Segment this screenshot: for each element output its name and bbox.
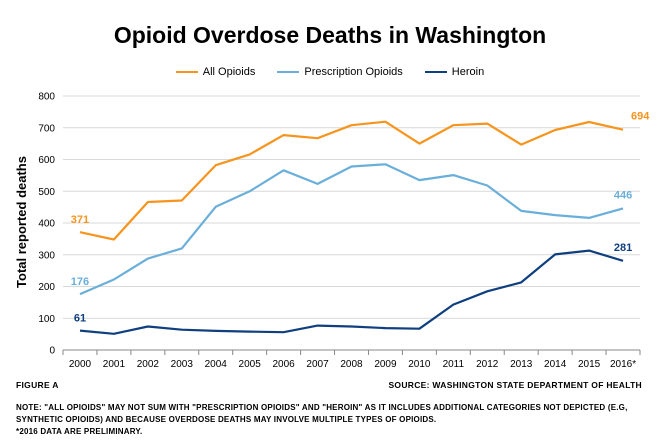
x-tick-label: 2003 <box>171 359 194 370</box>
x-tick-label: 2015 <box>578 359 601 370</box>
y-axis-label: Total reported deaths <box>14 156 29 288</box>
y-tick-label: 200 <box>38 282 55 293</box>
x-tick-label: 2001 <box>103 359 126 370</box>
legend-label-heroin: Heroin <box>451 66 485 78</box>
x-tick-label: 2000 <box>69 359 92 370</box>
legend-swatch-all-opioids <box>175 71 198 73</box>
legend: All Opioids Prescription Opioids Heroin <box>0 66 660 78</box>
x-tick-label: 2004 <box>205 359 228 370</box>
legend-item-heroin: Heroin <box>424 66 485 78</box>
y-tick-label: 100 <box>38 314 55 325</box>
legend-item-prescription-opioids: Prescription Opioids <box>277 66 403 78</box>
y-tick-label: 300 <box>38 250 55 261</box>
legend-swatch-prescription-opioids <box>277 71 300 73</box>
legend-label-all-opioids: All Opioids <box>202 66 256 78</box>
series-line-prescription-opioids <box>79 163 624 296</box>
y-tick-label: 500 <box>38 187 55 198</box>
x-tick-label: 2009 <box>374 359 397 370</box>
axes: 0 100 200 300 400 500 600 700 800 2000 2001 2002 200… <box>38 92 641 370</box>
y-tick-label: 0 <box>49 346 55 357</box>
end-value-label: 446 <box>614 189 632 201</box>
y-tick-label: 800 <box>38 92 55 103</box>
x-tick-label: 2005 <box>239 359 262 370</box>
x-tick-label: 2010 <box>408 359 431 370</box>
legend-item-all-opioids: All Opioids <box>175 66 256 78</box>
data-labels: 371 694 176 446 61 281 <box>71 111 650 325</box>
gridlines <box>63 95 640 319</box>
x-tick-label: 2014 <box>544 359 567 370</box>
start-value-label: 371 <box>71 214 89 226</box>
y-tick-label: 700 <box>38 123 55 134</box>
x-tick-label: 2016* <box>610 359 636 370</box>
legend-label-prescription-opioids: Prescription Opioids <box>304 66 403 78</box>
start-value-label: 176 <box>71 276 89 288</box>
source-note: Source: Washington State Department of H… <box>388 380 642 390</box>
x-tick-label: 2008 <box>340 359 363 370</box>
note-text: Note: "All Opioids" may not sum with "Pr… <box>16 403 628 424</box>
legend-swatch-heroin <box>424 71 447 73</box>
start-value-label: 61 <box>74 313 86 325</box>
y-tick-label: 600 <box>38 155 55 166</box>
x-tick-label: 2006 <box>272 359 295 370</box>
x-tick-label: 2002 <box>137 359 160 370</box>
end-value-label: 281 <box>614 242 632 254</box>
chart-title: Opioid Overdose Deaths in Washington <box>113 22 547 48</box>
footnote-text: *2016 data are preliminary. <box>16 427 143 436</box>
series-lines <box>79 120 624 335</box>
end-value-label: 694 <box>631 111 650 123</box>
x-tick-label: 2011 <box>443 359 465 370</box>
y-tick-label: 400 <box>38 219 55 230</box>
series-line-heroin <box>79 249 624 335</box>
x-tick-label: 2013 <box>510 359 533 370</box>
x-tick-label: 2012 <box>476 359 499 370</box>
x-tick-label: 2007 <box>306 359 329 370</box>
note-block: Note: "All Opioids" may not sum with "Pr… <box>16 402 644 438</box>
figure-label: Figure A <box>16 380 59 390</box>
series-line-all-opioids <box>79 120 624 241</box>
